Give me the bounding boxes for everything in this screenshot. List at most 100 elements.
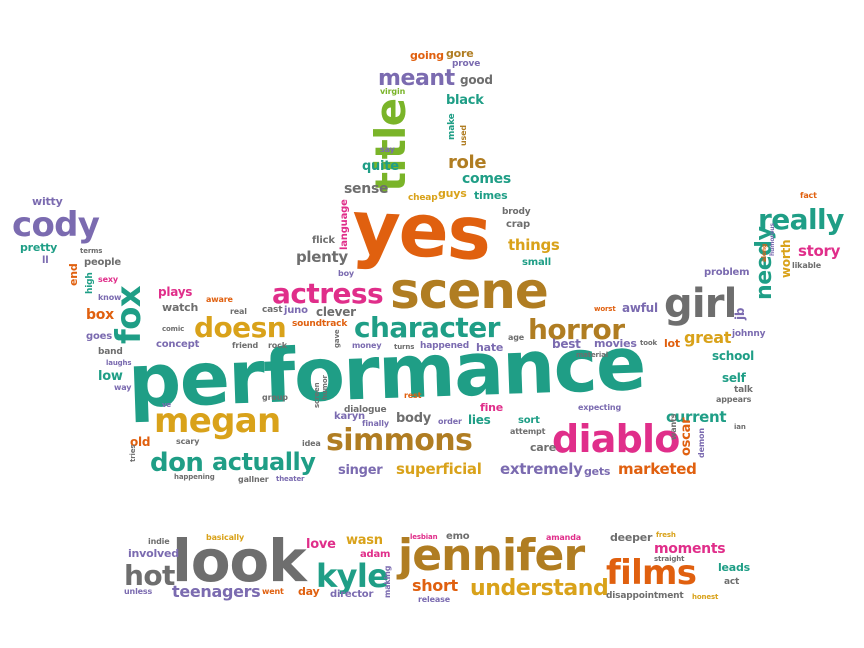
word-happening: happening <box>174 473 215 481</box>
word-along: along <box>761 243 768 262</box>
word-guys: guys <box>438 187 467 200</box>
word-actress: actress <box>272 277 384 310</box>
word-adam: adam <box>360 549 391 560</box>
word-witty: witty <box>32 195 63 208</box>
word-doesn: doesn <box>194 311 287 344</box>
word-teenagers: teenagers <box>172 582 261 601</box>
word-problem: problem <box>704 267 750 278</box>
word-terms: terms <box>80 247 103 255</box>
word-good: good <box>460 73 493 87</box>
word-meant: meant <box>378 66 455 91</box>
word-best: best <box>552 337 581 351</box>
word-really: really <box>758 203 844 236</box>
word-soundtrack: soundtrack <box>292 319 348 329</box>
word-disappointment: disappointment <box>606 591 684 601</box>
word-ian: ian <box>734 423 746 431</box>
word-turns: turns <box>394 343 415 351</box>
word-language: language <box>339 199 350 250</box>
word-current: current <box>666 408 727 426</box>
word-black: black <box>446 93 484 108</box>
word-fact: fact <box>800 191 817 200</box>
word-tries: tries <box>129 444 137 462</box>
word-making: making <box>383 565 392 598</box>
word-goes: goes <box>86 331 112 342</box>
word-megan: megan <box>154 401 281 441</box>
word-moments: moments <box>654 541 726 557</box>
word-role: role <box>448 152 487 173</box>
word-gallner: gallner <box>238 475 269 484</box>
word-story: story <box>798 242 841 260</box>
word-girl: girl <box>664 281 737 327</box>
word-character: character <box>354 311 500 344</box>
word-unless: unless <box>124 587 153 596</box>
word-appears: appears <box>716 395 752 404</box>
word-movies: movies <box>594 337 637 350</box>
word-talk: talk <box>734 385 753 395</box>
word-gets: gets <box>584 465 611 478</box>
word-clever: clever <box>316 305 356 319</box>
word-short: short <box>412 576 458 595</box>
word-understand: understand <box>470 576 609 601</box>
word-deeper: deeper <box>610 531 653 544</box>
word-plays: plays <box>158 285 193 299</box>
word-gore: gore <box>446 47 474 60</box>
word-sexy: sexy <box>98 275 118 284</box>
word-brody: brody <box>502 207 531 217</box>
word-high: high <box>85 272 95 294</box>
word-pretty: pretty <box>20 241 58 254</box>
word-band: band <box>98 347 123 357</box>
word-singer: singer <box>338 463 383 478</box>
word-release: release <box>418 595 451 604</box>
word-ll: ll <box>42 255 49 266</box>
word-concept: concept <box>156 339 200 350</box>
word-virgin: virgin <box>380 87 406 96</box>
word-amanda: amanda <box>546 533 581 542</box>
word-quite: quite <box>362 159 399 174</box>
word-watch: watch <box>162 301 199 314</box>
word-boy: boy <box>338 269 354 278</box>
word-idea: idea <box>302 439 321 448</box>
word-plenty: plenty <box>296 248 348 266</box>
word-leads: leads <box>718 561 750 574</box>
word-fine: fine <box>480 401 503 414</box>
word-day: day <box>298 585 320 598</box>
word-group: group <box>262 393 288 402</box>
word-comic: comic <box>162 325 185 333</box>
word-care: care <box>530 441 556 454</box>
word-simmons: simmons <box>326 423 473 458</box>
word-things: things <box>508 236 560 254</box>
word-horror: horror <box>528 313 625 346</box>
word-sort: sort <box>518 415 540 426</box>
word-superficial: superficial <box>396 460 482 478</box>
word-actually: actually <box>212 448 316 476</box>
word-johnny: johnny <box>732 329 766 339</box>
word-humor: humor <box>321 375 329 400</box>
word-love: love <box>306 537 336 552</box>
word-expecting: expecting <box>578 403 622 412</box>
word-look: look <box>172 527 307 595</box>
word-flick: flick <box>312 235 335 246</box>
word-basically: basically <box>206 533 245 542</box>
word-lesbian: lesbian <box>410 533 438 541</box>
word-awful: awful <box>622 301 658 315</box>
word-ve: ve <box>162 401 172 409</box>
word-small: small <box>522 257 551 268</box>
word-theater: theater <box>276 475 305 483</box>
word-times: times <box>474 189 508 202</box>
word-juno: juno <box>284 305 308 316</box>
word-crap: crap <box>506 219 530 230</box>
word-school: school <box>712 349 754 363</box>
word-oscar: oscar <box>679 417 694 456</box>
word-hate: hate <box>476 341 504 354</box>
word-humorous: humorous <box>769 223 776 256</box>
word-say: say <box>380 145 395 154</box>
word-age: age <box>508 333 525 342</box>
word-end: end <box>67 263 80 286</box>
word-dialogue: dialogue <box>344 405 387 415</box>
word-gave: gave <box>333 329 341 349</box>
word-jennifer: jennifer <box>398 530 585 581</box>
word-body: body <box>396 411 431 426</box>
word-know: know <box>98 293 122 302</box>
word-comes: comes <box>462 171 511 187</box>
